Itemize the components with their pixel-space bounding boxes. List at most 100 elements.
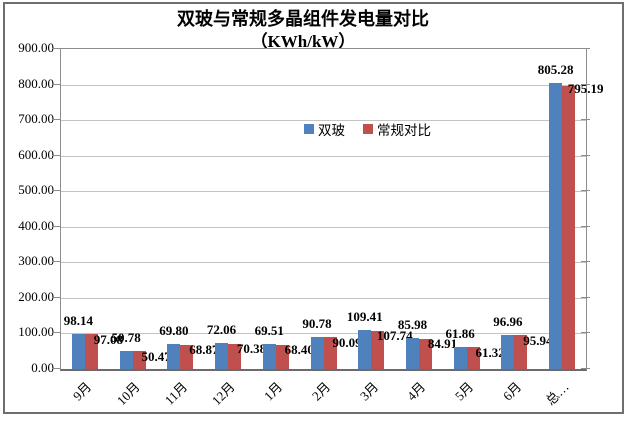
x-axis-tick-label: 6月 [499,379,525,404]
value-label-series2: 97.08 [93,332,123,348]
x-axis-tick-label: 2月 [308,379,334,404]
y-axis-tick-label: 900.00 [18,40,54,55]
bar-series1-cat3 [167,344,181,369]
bar-series2-cat2 [132,351,146,369]
y-axis-tick-label: 0.00 [31,360,54,375]
legend-swatch [304,124,314,134]
y-axis-tick-mark [581,332,590,334]
legend-label: 常规对比 [377,123,431,138]
y-axis-tick-label: 800.00 [18,75,54,91]
y-axis-tick-label: 200.00 [18,288,54,304]
y-axis-tick-mark [52,261,60,263]
x-axis-tick-label: 12月 [208,379,238,409]
gridline [61,191,586,193]
bar-series2-cat4 [228,343,242,369]
bar-series1-cat5 [262,344,276,369]
x-axis-tick-label: 1月 [261,379,286,404]
bar-series1-cat10 [501,334,515,369]
value-label-series2: 90.09 [332,334,362,350]
value-label-series2: 795.19 [567,80,604,96]
bar-series2-cat11 [562,86,576,369]
bar-series1-cat11 [549,82,563,369]
plot-area: 98.14 97.08 50.78 50.47 69.80 68.87 72.06 70.38… [60,48,604,371]
y-axis-tick-mark [581,368,590,369]
y-axis-tick-mark [52,368,60,369]
bar-series1-cat8 [405,338,419,369]
x-axis-tick-label: 3月 [356,379,381,404]
gridline [61,297,586,299]
bar-series2-cat9 [466,347,480,369]
value-label-series2: 95.94 [523,332,553,348]
legend-swatch [363,124,373,134]
y-axis-tick-label: 700.00 [18,111,54,127]
y-axis-tick-mark [581,154,590,156]
y-axis-tick-mark [581,119,590,121]
y-axis-tick-mark [581,190,590,192]
value-label-series1: 96.96 [493,313,523,329]
y-axis-tick-mark [52,190,60,192]
gridline [61,226,586,228]
gridline [61,84,586,86]
y-axis-tick-mark [581,83,590,85]
y-axis-tick-mark [52,332,60,334]
y-axis-tick-mark [52,296,60,298]
x-axis-tick-label: 11月 [161,379,191,408]
value-label-series1: 85.98 [397,317,428,333]
bar-series1-cat1 [71,334,85,369]
chart-subtitle: （KWh/kW） [250,32,356,52]
value-label-series1: 69.80 [159,323,189,339]
value-label-series2: 68.40 [284,342,314,358]
legend: 双玻 常规对比 [304,119,431,139]
value-label-series1: 98.14 [63,313,93,329]
gridline [61,262,586,264]
bar-series1-cat6 [310,336,324,369]
x-axis-tick-label: 总… [542,379,572,409]
chart-title-block: 双玻与常规多晶组件发电量对比 （KWh/kW） [0,8,606,53]
x-axis-tick-label: 5月 [452,379,477,404]
chart-title: 双玻与常规多晶组件发电量对比 [177,9,429,29]
value-label-series2: 61.32 [475,345,505,360]
value-label-series1: 109.41 [346,309,383,325]
y-axis-tick-mark [52,119,60,121]
value-label-series1: 50.78 [111,329,141,345]
x-axis-tick-label: 4月 [404,379,429,404]
bar-series2-cat3 [180,344,194,369]
legend-item-series1: 双玻 [304,119,345,139]
x-axis-tick-label: 9月 [70,379,95,404]
bar-series2-cat8 [418,338,432,369]
y-axis-tick-mark [581,225,590,227]
y-axis-tick-mark [581,48,590,49]
y-axis-tick-mark [52,154,60,156]
y-axis-tick-mark [581,296,590,298]
value-label-series2: 50.47 [141,348,171,364]
value-label-series2: 70.38 [236,341,267,357]
value-label-series2: 68.87 [189,342,219,358]
legend-item-series2: 常规对比 [363,119,431,139]
bar-series1-cat9 [453,347,467,369]
y-axis-tick-mark [581,261,590,263]
y-axis-tick-mark [52,225,60,227]
bar-series2-cat6 [323,336,337,369]
bar-series2-cat7 [371,330,385,369]
value-label-series1: 805.28 [537,61,574,77]
y-axis-tick-mark [52,83,60,85]
value-label-series1: 90.78 [302,315,332,331]
legend-label: 双玻 [318,123,345,138]
y-axis-tick-label: 100.00 [18,324,54,340]
y-axis-tick-label: 400.00 [18,217,54,233]
y-axis-tick-label: 600.00 [18,146,54,162]
bar-series2-cat5 [275,344,289,369]
bar-series1-cat2 [119,350,133,369]
bar-series1-cat7 [358,330,372,369]
gridline [61,333,586,335]
bar-series2-cat1 [84,334,98,369]
gridline [61,120,586,122]
value-label-series1: 61.86 [445,326,475,341]
gridline [61,155,586,157]
y-axis-tick-label: 300.00 [18,253,54,269]
value-label-series2: 107.74 [376,328,413,344]
bar-series2-cat10 [514,334,528,369]
value-label-series1: 69.51 [254,323,284,339]
y-axis-tick-mark [52,48,60,49]
